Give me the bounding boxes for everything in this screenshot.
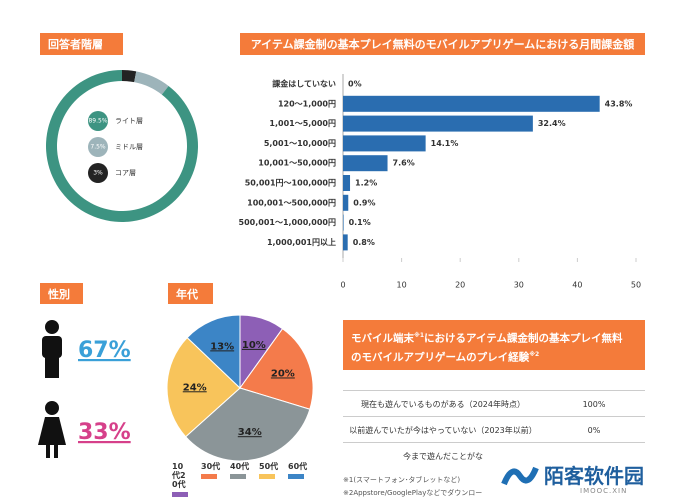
donut-title: 回答者階層 xyxy=(40,33,123,55)
value-label: 0.1% xyxy=(349,218,371,227)
value-label: 43.8% xyxy=(605,99,633,108)
title-part: のモバイルアプリゲームのプレイ経験 xyxy=(351,351,530,363)
bar xyxy=(343,155,388,172)
table-row: 以前遊んでいたが今はやっていない（2023年以前） 0% xyxy=(343,416,645,443)
pie-slice xyxy=(239,327,314,410)
bar xyxy=(343,95,600,112)
value-label: 0% xyxy=(348,80,362,89)
value-label: 0.9% xyxy=(353,198,375,207)
category-label: 5,001〜10,000円 xyxy=(264,139,336,148)
donut-segment xyxy=(134,71,169,95)
x-tick-label: 40 xyxy=(572,281,582,290)
female-icon xyxy=(38,401,66,458)
title-part: モバイル端末 xyxy=(351,332,414,345)
table-row: 現在も遊んでいるものがある（2024年時点） 100% xyxy=(343,390,645,417)
table-cell: 今まで遊んだことがな xyxy=(403,451,483,461)
legend-item: 40代 xyxy=(230,462,258,479)
slice-label: 10% xyxy=(242,340,266,351)
category-label: 500,001〜1,000,000円 xyxy=(239,218,336,227)
category-label: 課金はしていない xyxy=(272,79,336,89)
value-label: 32.4% xyxy=(538,119,566,128)
footnote: ※1(スマートフォン･タブレットなど) xyxy=(343,476,461,484)
bar xyxy=(343,175,351,191)
category-label: 1,001〜5,000円 xyxy=(269,119,336,128)
watermark-name: 陌客软件园 xyxy=(544,464,644,488)
category-label: 10,001〜50,000円 xyxy=(258,159,336,168)
bar-title: アイテム課金制の基本プレイ無料のモバイルアプリゲームにおける月間課金額 xyxy=(240,33,645,55)
footnote: ※2Appstore/GooglePlayなどでダウンロー xyxy=(343,489,483,497)
category-label: 120〜1,000円 xyxy=(278,99,336,108)
legend-item: 50代 xyxy=(259,462,287,479)
legend-label: コア層 xyxy=(115,169,136,177)
watermark-logo xyxy=(501,466,539,486)
slice-label: 13% xyxy=(210,341,234,352)
slice-label: 20% xyxy=(271,368,295,379)
legend-swatch xyxy=(88,137,108,157)
legend-item: 30代 xyxy=(201,462,229,479)
value-label: 14.1% xyxy=(431,139,459,148)
legend-label: 40代 xyxy=(230,462,250,471)
title-note: ※1 xyxy=(414,332,425,339)
legend-label: ライト層 xyxy=(115,117,143,125)
legend-label: 30代 xyxy=(201,462,221,471)
value-label: 1.2% xyxy=(355,179,377,188)
legend-value: 3% xyxy=(93,170,103,177)
watermark: 陌客软件园 IMOOC.XIN xyxy=(498,458,678,502)
x-tick-label: 30 xyxy=(514,281,524,290)
bar xyxy=(343,214,344,231)
legend-swatch xyxy=(230,474,246,479)
legend-label: 60代 xyxy=(288,462,308,471)
gender-title: 性別 xyxy=(40,283,83,304)
legend-swatch xyxy=(288,474,304,479)
category-label: 100,001〜500,000円 xyxy=(247,198,336,207)
x-tick-label: 20 xyxy=(455,281,465,290)
watermark-url: IMOOC.XIN xyxy=(580,487,628,495)
category-label: 1,000,001円以上 xyxy=(267,237,336,247)
legend-swatch xyxy=(88,111,108,131)
bar xyxy=(343,234,348,251)
legend-item: 10代20代 xyxy=(172,462,190,497)
table-row: 今まで遊んだことがな xyxy=(343,442,645,469)
slice-label: 34% xyxy=(238,427,262,438)
category-label: 50,001円〜100,000円 xyxy=(245,179,336,188)
donut-segment xyxy=(122,70,137,83)
x-tick-label: 50 xyxy=(631,281,641,290)
pie-slice xyxy=(166,336,241,438)
legend-swatch xyxy=(88,163,108,183)
gender-value: 67% xyxy=(78,338,131,363)
bar xyxy=(343,115,533,132)
legend-value: 7.5% xyxy=(90,144,106,151)
value-label: 7.6% xyxy=(393,159,415,168)
legend-item: 60代 xyxy=(288,462,316,479)
gender-value: 33% xyxy=(78,420,131,445)
legend-label: 50代 xyxy=(259,462,279,471)
legend-swatch xyxy=(172,492,188,497)
age-title: 年代 xyxy=(168,283,213,304)
table-cell: 100% xyxy=(582,399,606,409)
x-tick-label: 0 xyxy=(340,281,345,290)
legend-label: 10代20代 xyxy=(172,462,186,489)
slice-label: 24% xyxy=(183,382,207,393)
table-cell: 0% xyxy=(587,425,601,435)
value-label: 0.8% xyxy=(353,238,375,247)
pie-slice xyxy=(184,387,311,462)
table-cell: 以前遊んでいたが今はやっていない（2023年以前） xyxy=(349,425,537,435)
legend-value: 89.5% xyxy=(88,118,107,125)
table-cell: 現在も遊んでいるものがある（2024年時点） xyxy=(361,399,525,409)
table-title: モバイル端末※1におけるアイテム課金制の基本プレイ無料のモバイルアプリゲームのプ… xyxy=(343,320,645,370)
bar xyxy=(343,135,426,152)
title-note: ※2 xyxy=(529,350,540,358)
title-part: におけるアイテム課金制の基本プレイ無料 xyxy=(424,332,623,345)
legend-swatch xyxy=(201,474,217,479)
x-tick-label: 10 xyxy=(397,281,407,290)
legend-label: ミドル層 xyxy=(115,143,143,151)
male-icon xyxy=(42,320,62,378)
pie-slice xyxy=(186,314,241,390)
bar xyxy=(343,194,349,211)
legend-swatch xyxy=(259,474,275,479)
